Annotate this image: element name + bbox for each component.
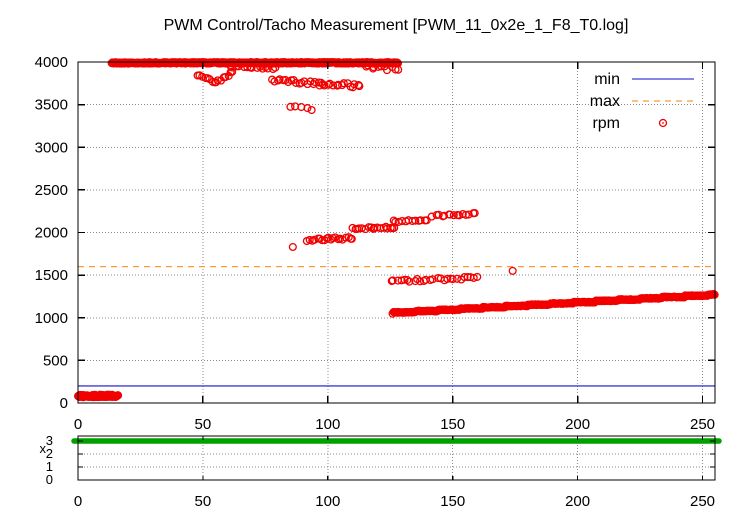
rpm-point [473, 272, 482, 281]
y-tick-label: 2500 [35, 182, 68, 199]
rpm-point [221, 73, 230, 82]
rpm-point [427, 212, 436, 221]
rpm-point [460, 273, 469, 282]
rpm-point [339, 79, 348, 88]
rpm-point [403, 276, 412, 285]
legend-label-rpm: rpm [592, 115, 620, 132]
rpm-point [448, 275, 457, 284]
sub-y-tick-label: 0 [46, 472, 53, 487]
rpm-point [243, 63, 252, 72]
rpm-point [416, 277, 425, 286]
sub-y-axis-label: x [40, 441, 47, 456]
rpm-point [324, 80, 333, 89]
y-tick-label: 4000 [35, 54, 68, 71]
x-tick-label: 100 [315, 416, 340, 433]
legend-sample-rpm-dot [662, 122, 664, 124]
rpm-point [288, 242, 297, 252]
rpm-point [334, 80, 343, 89]
x-tick-label: 250 [690, 416, 715, 433]
rpm-point [411, 216, 420, 225]
legend-sample-rpm [658, 118, 668, 128]
y-tick-label: 0 [60, 395, 68, 412]
rpm-point [411, 277, 420, 286]
rpm-point [445, 210, 455, 219]
rpm-point [377, 62, 386, 71]
rpm-point [405, 277, 414, 286]
sub-y-tick-label: 1 [46, 459, 53, 474]
rpm-point [428, 275, 437, 284]
sub-x-tick-label: 100 [315, 493, 340, 510]
rpm-point [286, 102, 295, 111]
rpm-point [271, 63, 280, 72]
rpm-point [303, 104, 312, 113]
rpm-point [268, 75, 277, 84]
rpm-point [469, 273, 478, 282]
rpm-point [320, 81, 329, 90]
sub-y-tick-label: 3 [46, 433, 53, 448]
y-tick-label: 500 [43, 352, 68, 369]
rpm-point [416, 216, 425, 225]
rpm-point [226, 62, 235, 71]
sub-plot-border [77, 435, 716, 481]
rpm-point [232, 62, 241, 71]
rpm-point [247, 63, 256, 72]
rpm-point [400, 275, 409, 284]
rpm-point [394, 65, 403, 74]
rpm-point [114, 391, 123, 400]
rpm-point [275, 75, 284, 84]
rpm-point [461, 210, 470, 219]
y-tick-label: 3000 [35, 139, 68, 156]
rpm-point [213, 76, 222, 85]
rpm-point [397, 276, 406, 285]
rpm-point [391, 65, 400, 74]
rpm-point [452, 274, 462, 283]
y-tick-label: 2000 [35, 225, 68, 242]
rpm-point [263, 64, 272, 73]
rpm-point [443, 274, 452, 283]
rpm-point [388, 276, 397, 285]
rpm-point [434, 210, 443, 219]
sub-x-tick-label: 150 [440, 493, 465, 510]
rpm-point [310, 235, 319, 244]
rpm-point [449, 211, 458, 220]
rpm-point [228, 67, 237, 76]
rpm-point [211, 78, 221, 87]
rpm-point [389, 216, 398, 225]
sub-x-tick-label: 250 [690, 493, 715, 510]
sub-x-tick-label: 200 [565, 493, 590, 510]
x-tick-label: 150 [440, 416, 465, 433]
rpm-point [341, 233, 350, 242]
rpm-point [350, 80, 359, 89]
rpm-point [234, 62, 243, 71]
x-tick-label: 50 [195, 416, 212, 433]
rpm-point [338, 81, 347, 90]
legend-label-min: min [594, 71, 620, 88]
chart-title: PWM Control/Tacho Measurement [PWM_11_0x… [163, 17, 629, 34]
x-tick-label: 0 [74, 416, 82, 433]
rpm-point [307, 105, 316, 115]
rpm-point [270, 77, 279, 86]
legend-label-max: max [590, 93, 620, 110]
sub-x-tick-label: 50 [195, 493, 212, 510]
sub-x-tick-label: 0 [74, 493, 82, 510]
y-tick-label: 3500 [35, 97, 68, 114]
rpm-point [198, 72, 207, 81]
rpm-point [470, 209, 479, 218]
y-tick-label: 1000 [35, 310, 68, 327]
x-tick-label: 200 [565, 416, 590, 433]
sub-y-tick-label: 2 [46, 446, 53, 461]
rpm-point [329, 81, 338, 90]
rpm-point [508, 266, 517, 275]
rpm-point [291, 78, 300, 87]
rpm-point [355, 82, 364, 91]
rpm-point [369, 63, 378, 72]
rpm-point [463, 272, 472, 282]
y-tick-label: 1500 [35, 267, 68, 284]
rpm-point [347, 234, 356, 243]
